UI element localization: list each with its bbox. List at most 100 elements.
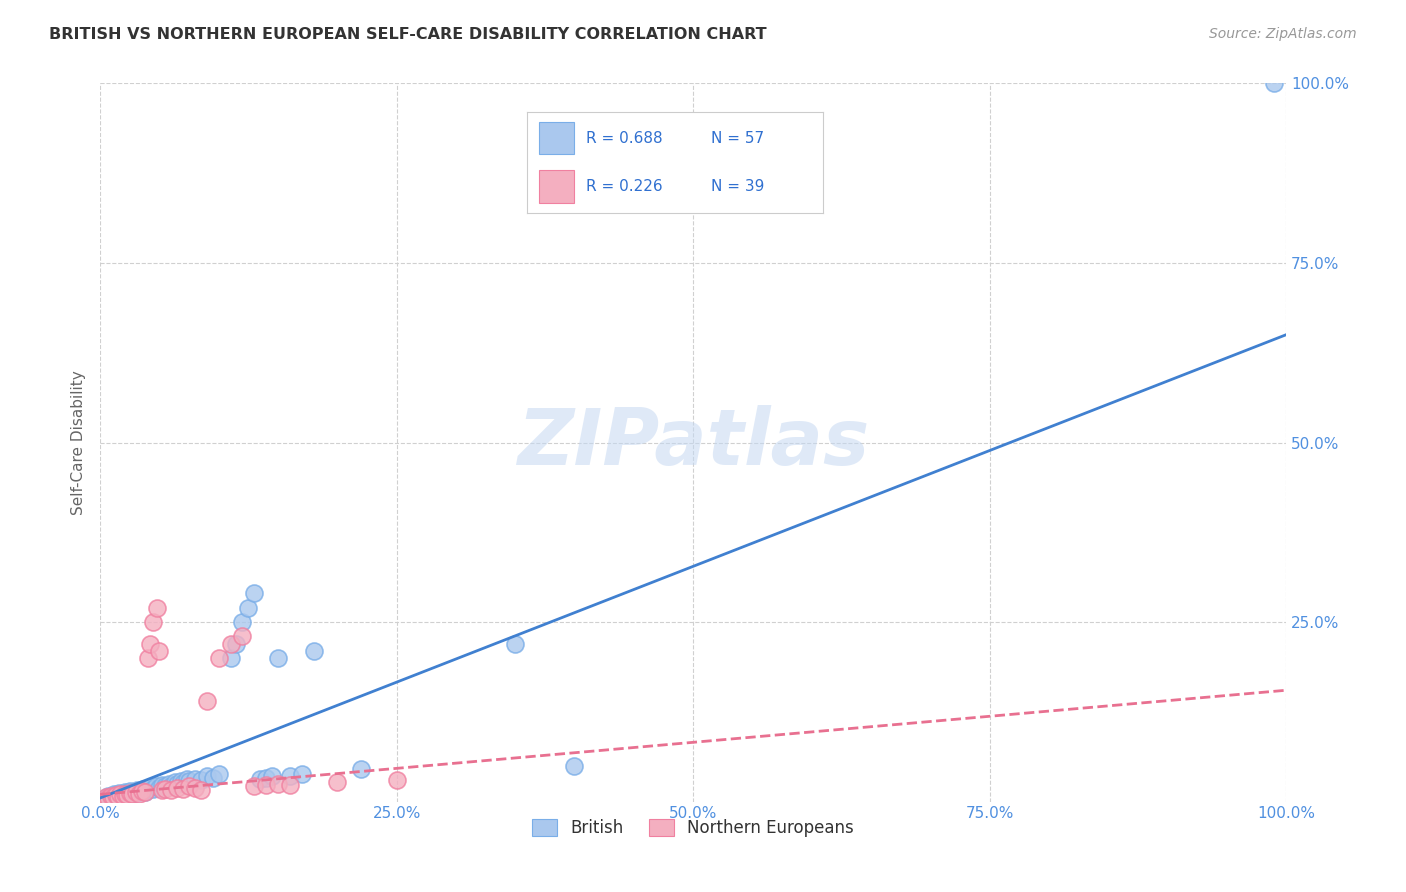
Point [160,783,183,797]
Point [104,789,127,804]
Point [100,790,122,805]
Point [148,780,170,795]
Point [146,600,169,615]
Point [170,773,193,788]
Point [150,783,173,797]
Point [254,778,277,792]
Point [120,787,142,801]
Point [150,778,173,792]
Point [291,767,314,781]
Point [155,781,177,796]
Point [110,788,132,802]
Point [166,777,188,791]
Point [118,786,141,800]
Point [104,788,127,802]
Point [114,787,136,801]
Point [132,781,155,796]
Point [134,784,156,798]
Point [125,785,148,799]
Point [385,772,408,787]
Point [103,788,125,802]
Point [160,779,183,793]
Point [503,637,526,651]
Point [208,651,231,665]
Point [128,785,150,799]
Point [219,637,242,651]
Point [190,783,212,797]
Point [100,789,122,803]
Point [118,784,141,798]
Point [172,776,194,790]
Point [114,785,136,799]
Point [278,769,301,783]
Point [94,790,117,805]
Point [117,788,139,802]
Point [231,615,253,629]
Text: ZIPatlas: ZIPatlas [517,404,869,481]
Point [208,767,231,781]
Point [155,780,177,794]
Point [94,791,117,805]
Point [195,769,218,783]
Point [190,772,212,787]
Point [107,788,129,802]
Point [122,784,145,798]
Point [219,651,242,665]
Point [139,637,162,651]
Point [117,786,139,800]
Point [111,789,134,803]
Point [163,775,186,789]
Text: Source: ZipAtlas.com: Source: ZipAtlas.com [1209,27,1357,41]
Point [121,788,143,802]
Point [195,694,218,708]
Point [267,776,290,790]
Point [243,780,266,794]
Point [166,780,188,795]
Point [115,788,138,802]
Point [142,615,165,629]
Point [201,771,224,785]
Point [139,780,162,795]
Text: BRITISH VS NORTHERN EUROPEAN SELF-CARE DISABILITY CORRELATION CHART: BRITISH VS NORTHERN EUROPEAN SELF-CARE D… [49,27,766,42]
Point [177,774,200,789]
Point [231,629,253,643]
Point [184,780,207,795]
Point [177,780,200,794]
Point [125,783,148,797]
Point [243,586,266,600]
Point [157,776,180,790]
Point [108,786,131,800]
Point [267,651,290,665]
Point [249,772,271,787]
Point [101,790,124,805]
Point [131,784,153,798]
Point [326,775,349,789]
Point [262,769,284,783]
Point [350,762,373,776]
Y-axis label: Self-Care Disability: Self-Care Disability [72,370,86,515]
Point [564,758,586,772]
Point [110,789,132,803]
Point [176,772,198,787]
Point [134,785,156,799]
Point [238,600,260,615]
Point [145,779,167,793]
Point [172,782,194,797]
Point [136,782,159,797]
Point [302,644,325,658]
Point [1263,77,1285,91]
Point [225,637,247,651]
Point [97,789,120,803]
Point [128,787,150,801]
Point [97,791,120,805]
Point [107,789,129,804]
Point [131,784,153,798]
Point [142,781,165,796]
Point [148,644,170,658]
Point [254,771,277,785]
Point [136,651,159,665]
Point [278,778,301,792]
Point [184,772,207,786]
Legend: British, Northern Europeans: British, Northern Europeans [526,812,860,844]
Point [125,786,148,800]
